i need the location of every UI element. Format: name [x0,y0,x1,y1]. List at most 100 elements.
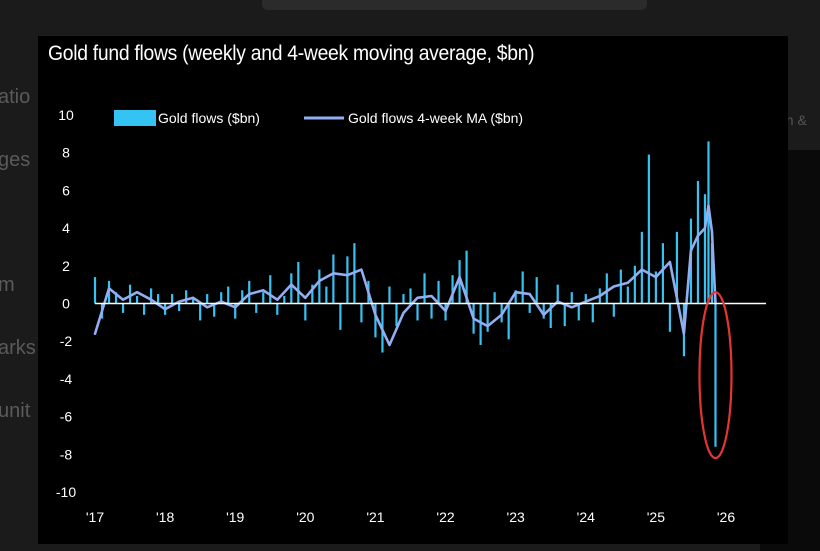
flow-bar [114,292,118,304]
flow-bar [325,286,328,304]
chart-panel: Gold fund flows (weekly and 4-week movin… [38,36,788,544]
x-tick-label: '18 [156,509,174,525]
y-tick-label: 0 [62,296,70,312]
flow-bar [149,288,153,304]
flow-bar [192,297,195,304]
x-tick-label: '17 [86,509,104,525]
flow-bar [521,271,524,304]
flow-bar [707,141,710,304]
flow-bar [577,303,580,321]
background-text-fragment: ges [0,149,31,171]
y-tick-label: -6 [60,409,73,425]
flow-bar [255,303,258,313]
flow-bar [633,265,636,304]
flow-bar [451,275,454,304]
flow-bar [178,303,181,312]
flow-bar [696,180,700,304]
flow-bar [458,260,461,304]
flow-bar [710,243,714,304]
flow-bar [486,303,489,332]
flow-bar [346,256,349,304]
flow-bar [297,262,300,304]
ma-line [93,204,717,347]
flow-bar [493,292,496,304]
flow-bar [241,290,244,304]
flow-bar [619,269,622,304]
x-tick-label: '26 [717,509,735,525]
flow-bar [234,303,237,319]
flow-bar [374,303,377,338]
flow-bar [465,250,468,304]
flow-bar [661,243,664,304]
flow-bar [121,303,125,313]
flow-bar [269,275,272,304]
y-tick-label: 6 [62,182,70,198]
background-text-fragment: unit [0,400,31,422]
highlight-ellipse [698,291,733,460]
flow-bar [135,295,139,304]
flow-bar [142,303,146,315]
flow-bar [542,303,545,319]
y-tick-label: -4 [60,371,73,387]
flow-bar [304,303,307,321]
flow-bar [675,231,679,304]
flow-bar [248,280,251,304]
flow-bar [311,284,314,304]
x-tick-label: '23 [507,509,525,525]
flow-bar [507,303,510,340]
flow-bar [591,303,594,323]
x-tick-label: '25 [647,509,665,525]
chart-svg: 10 8 6 4 2 0 -2 -4 -6 -8 -10 '17 '18 '19 '20 '21 '22 '23 '… [56,107,766,525]
flow-bar [528,303,531,313]
flow-bar [213,303,216,317]
flow-bar [290,273,293,304]
flow-bar [430,303,433,319]
legend-ma-label: Gold flows 4-week MA ($bn) [348,110,523,126]
flow-bar [157,294,160,304]
flow-bar [535,277,538,304]
background-text-fragment: atio [0,86,31,108]
flow-bar [479,303,482,345]
flow-bar [128,284,132,304]
flow-bar [437,280,440,304]
flow-bar [570,292,573,304]
chart-title: Gold fund flows (weekly and 4-week movin… [48,42,535,65]
flow-bar [605,273,608,304]
flow-bar [276,303,279,315]
flow-bar [549,303,552,329]
legend-flows-label: Gold flows ($bn) [158,110,260,126]
flow-bar [262,292,265,304]
flow-bar [612,303,615,317]
flow-bar [283,295,286,304]
background-header-bar [262,0,647,10]
y-tick-label: -8 [60,446,73,462]
x-tick-label: '24 [577,509,595,525]
flow-bar [514,290,517,304]
x-tick-label: '20 [296,509,314,525]
y-tick-label: 10 [58,107,74,123]
flow-bar [416,303,419,321]
x-tick-label: '22 [436,509,454,525]
x-tick-label: '21 [366,509,384,525]
flow-bar [171,294,174,304]
flow-bar [668,303,672,332]
background-text-fragment: m [0,274,15,296]
legend-flows-swatch [114,110,156,126]
flow-bar [626,286,629,304]
flow-bar [227,286,230,304]
flow-bar [409,288,412,304]
flow-bar [318,269,321,304]
flow-bar [339,303,342,330]
flow-bar [714,303,717,447]
flow-bar [206,294,209,304]
flow-bar [647,154,650,304]
flow-bar [199,303,202,321]
y-tick-label: -2 [60,333,73,349]
x-tick-label: '19 [226,509,244,525]
flow-bar [388,286,391,304]
flow-bar [395,303,398,327]
flow-bar [556,284,559,304]
y-tick-label: -10 [56,484,76,500]
y-tick-label: 2 [62,258,70,274]
flow-bar [584,294,587,304]
